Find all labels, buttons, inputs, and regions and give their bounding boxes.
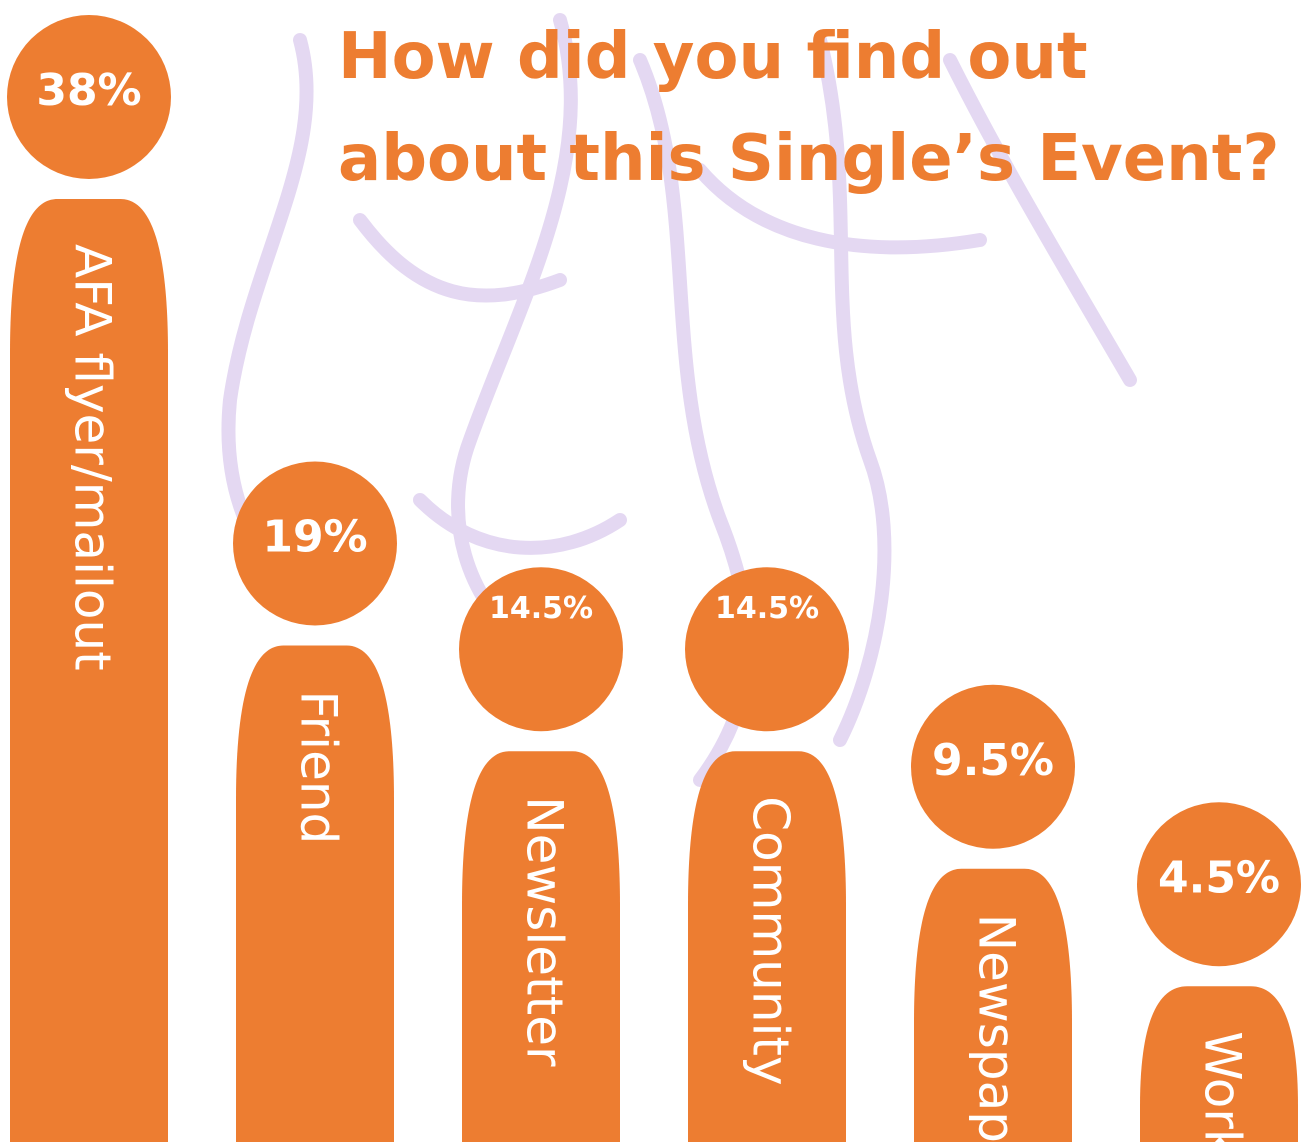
chart: How did you find out about this Single’s… (0, 0, 1314, 1142)
value-label: 9.5% (932, 735, 1054, 786)
category-label: AFA flyer/mailout (64, 244, 122, 671)
category-label: Newspaper (968, 914, 1026, 1142)
category-label: Friend (290, 691, 348, 845)
category-label: Community (742, 796, 800, 1085)
page: How did you find out about this Single’s… (0, 0, 1314, 1142)
category-label: Newsletter (516, 796, 574, 1067)
value-label: 19% (262, 512, 367, 563)
chart-title: How did you find out (338, 20, 1088, 94)
value-label: 38% (36, 65, 141, 116)
chart-title: about this Single’s Event? (338, 122, 1279, 196)
value-label: 14.5% (715, 591, 819, 626)
value-label: 4.5% (1158, 852, 1280, 903)
value-label: 14.5% (489, 591, 593, 626)
category-label: Work (1194, 1031, 1252, 1142)
